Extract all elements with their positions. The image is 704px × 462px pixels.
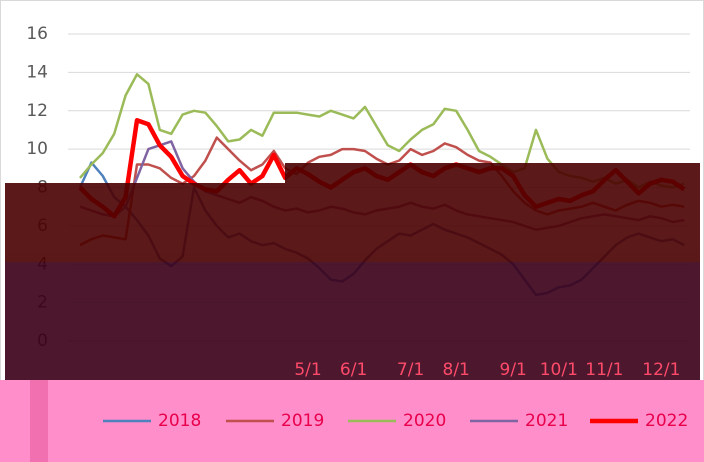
y-tick-label: 14 xyxy=(26,62,48,82)
labels: 5/1 6/1 7/1 8/1 9/1 10/1 11/1 12/1 2018 2019 2020 2… xyxy=(103,360,688,431)
x-tick-label: 6/1 xyxy=(340,360,367,380)
x-tick-label: 10/1 xyxy=(540,360,578,380)
x-tick-label: 12/1 xyxy=(642,360,680,380)
x-tick-label: 7/1 xyxy=(397,360,424,380)
legend-label: 2020 xyxy=(403,411,446,431)
x-tick-label: 9/1 xyxy=(500,360,527,380)
legend-label: 2021 xyxy=(525,411,568,431)
y-tick-label: 16 xyxy=(26,24,48,44)
x-tick-label: 5/1 xyxy=(294,360,321,380)
glitch-block xyxy=(5,163,700,262)
glitch-block xyxy=(5,262,700,380)
glitch-strip xyxy=(30,380,48,462)
y-tick-label: 10 xyxy=(26,139,48,159)
x-tick-label: 8/1 xyxy=(443,360,470,380)
glitch-overlay xyxy=(5,163,700,380)
y-tick-label: 12 xyxy=(26,101,48,121)
legend-label: 2019 xyxy=(281,411,324,431)
x-tick-label: 11/1 xyxy=(585,360,623,380)
legend-label: 2022 xyxy=(645,411,688,431)
legend-label: 2018 xyxy=(158,411,201,431)
